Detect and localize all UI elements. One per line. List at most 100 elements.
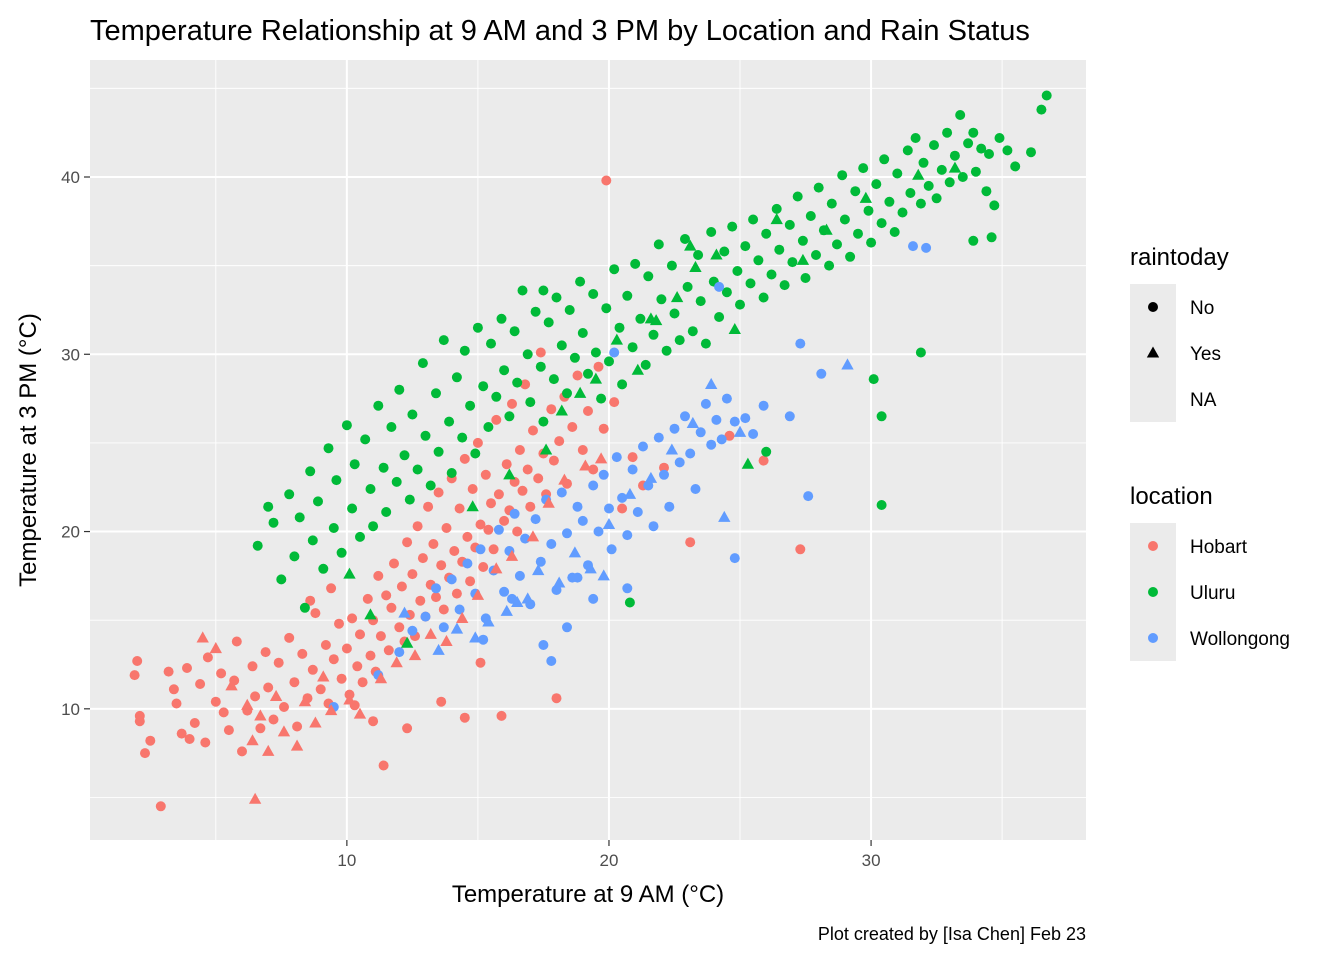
data-point-uluru bbox=[294, 512, 305, 523]
data-point-wollongong bbox=[784, 411, 795, 422]
data-point-uluru bbox=[399, 450, 410, 461]
data-point-uluru bbox=[551, 292, 562, 303]
data-point-uluru bbox=[268, 517, 279, 528]
legend-key-color bbox=[1148, 633, 1158, 643]
data-point-uluru bbox=[305, 466, 316, 477]
data-point-hobart bbox=[250, 691, 261, 702]
data-point-hobart bbox=[168, 684, 179, 695]
data-point-triangle-uluru bbox=[912, 168, 925, 180]
data-point-uluru bbox=[949, 150, 960, 161]
data-point-uluru bbox=[976, 143, 987, 154]
legend-label-location: Wollongong bbox=[1190, 629, 1290, 650]
data-point-uluru bbox=[771, 203, 782, 214]
data-point-triangle-hobart bbox=[542, 496, 555, 508]
data-point-triangle-wollongong bbox=[398, 606, 411, 618]
data-point-uluru bbox=[986, 232, 997, 243]
data-point-hobart bbox=[475, 657, 486, 668]
data-point-uluru bbox=[758, 292, 769, 303]
data-point-triangle-wollongong bbox=[584, 562, 597, 574]
data-point-triangle-wollongong bbox=[623, 487, 637, 499]
data-point-hobart bbox=[200, 737, 211, 748]
data-point-uluru bbox=[871, 179, 882, 190]
data-point-hobart bbox=[449, 546, 460, 556]
data-point-wollongong bbox=[664, 501, 675, 512]
y-axis-title: Temperature at 3 PM (°C) bbox=[15, 313, 42, 587]
data-point-uluru bbox=[732, 266, 743, 276]
legend-key-circle bbox=[1148, 302, 1158, 312]
data-point-triangle-hobart bbox=[196, 631, 209, 643]
data-point-wollongong bbox=[499, 586, 510, 597]
data-point-triangle-hobart bbox=[594, 452, 608, 464]
data-point-wollongong bbox=[729, 553, 740, 564]
data-point-triangle-hobart bbox=[209, 642, 222, 654]
data-point-uluru bbox=[942, 127, 953, 138]
data-point-wollongong bbox=[572, 501, 583, 512]
data-point-hobart bbox=[577, 445, 588, 455]
data-point-hobart bbox=[378, 760, 389, 771]
data-point-uluru bbox=[412, 464, 423, 475]
data-point-triangle-hobart bbox=[290, 739, 304, 751]
data-point-uluru bbox=[543, 317, 554, 328]
data-point-hobart bbox=[263, 682, 274, 693]
data-point-uluru bbox=[1010, 161, 1021, 172]
data-point-hobart bbox=[255, 723, 266, 734]
data-point-wollongong bbox=[685, 448, 696, 459]
data-point-hobart bbox=[431, 592, 441, 603]
data-point-wollongong bbox=[714, 281, 725, 292]
legend-label-location: Uluru bbox=[1190, 583, 1235, 604]
data-point-wollongong bbox=[648, 521, 659, 532]
data-point-uluru bbox=[929, 140, 939, 151]
data-point-triangle-uluru bbox=[710, 248, 723, 260]
y-tick-label: 10 bbox=[61, 700, 80, 719]
y-tick-label: 40 bbox=[61, 168, 80, 187]
data-point-hobart bbox=[528, 425, 538, 436]
data-point-uluru bbox=[850, 186, 861, 197]
data-point-wollongong bbox=[598, 469, 609, 480]
x-tick-label: 30 bbox=[862, 851, 881, 870]
data-point-hobart bbox=[758, 455, 769, 466]
data-point-hobart bbox=[428, 539, 439, 549]
data-point-uluru bbox=[604, 356, 614, 367]
data-point-uluru bbox=[858, 163, 869, 174]
data-point-wollongong bbox=[514, 570, 525, 581]
data-point-hobart bbox=[491, 414, 502, 425]
data-point-uluru bbox=[902, 145, 913, 156]
data-point-uluru bbox=[889, 227, 900, 237]
data-point-uluru bbox=[491, 391, 502, 402]
data-point-uluru bbox=[431, 388, 441, 399]
data-point-uluru bbox=[839, 214, 850, 225]
data-point-hobart bbox=[402, 723, 413, 734]
data-point-uluru bbox=[486, 338, 496, 349]
data-point-uluru bbox=[407, 409, 418, 420]
data-point-uluru bbox=[1026, 147, 1036, 158]
data-point-hobart bbox=[517, 485, 528, 496]
data-point-uluru bbox=[512, 377, 523, 388]
data-point-hobart bbox=[724, 430, 735, 441]
data-point-uluru bbox=[1002, 145, 1013, 156]
data-point-uluru bbox=[981, 186, 992, 197]
data-point-uluru bbox=[483, 422, 494, 432]
data-point-uluru bbox=[284, 489, 295, 500]
data-point-triangle-hobart bbox=[241, 698, 254, 710]
data-point-triangle-hobart bbox=[324, 704, 338, 716]
data-point-hobart bbox=[417, 553, 428, 564]
data-point-uluru bbox=[994, 133, 1005, 143]
data-point-hobart bbox=[134, 716, 145, 727]
data-point-uluru bbox=[719, 246, 730, 257]
data-point-triangle-hobart bbox=[390, 656, 403, 668]
data-point-uluru bbox=[648, 329, 659, 340]
data-point-hobart bbox=[132, 656, 143, 666]
data-point-hobart bbox=[685, 537, 696, 548]
data-point-hobart bbox=[297, 648, 308, 659]
data-point-hobart bbox=[386, 602, 397, 613]
data-point-hobart bbox=[501, 459, 512, 470]
data-point-uluru bbox=[360, 434, 371, 445]
data-point-hobart bbox=[486, 498, 496, 509]
data-point-hobart bbox=[163, 666, 174, 677]
data-point-uluru bbox=[575, 276, 586, 287]
data-point-uluru bbox=[446, 468, 457, 478]
data-point-uluru bbox=[693, 250, 704, 260]
data-point-triangle-uluru bbox=[631, 363, 644, 375]
data-point-uluru bbox=[666, 260, 677, 271]
data-point-uluru bbox=[1036, 104, 1047, 115]
